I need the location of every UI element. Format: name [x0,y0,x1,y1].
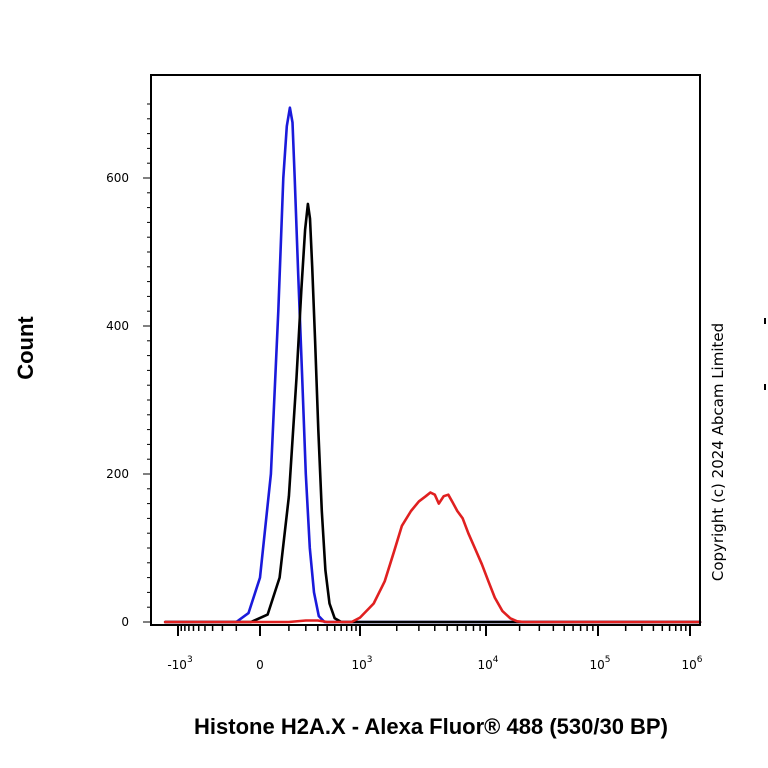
y-tick-label: 400 [106,319,129,333]
edge-mark [764,318,766,324]
copyright-notice: Copyright (c) 2024 Abcam Limited [709,323,727,581]
x-axis-title: Histone H2A.X - Alexa Fluor® 488 (530/30… [194,714,668,739]
y-tick-label: 0 [121,615,129,629]
x-tick-label: -103 [167,655,192,672]
x-tick-label: 103 [351,655,372,672]
x-tick-label: 105 [589,655,610,672]
x-tick-label: 104 [477,655,498,672]
series-line-2 [163,202,702,624]
edge-mark [764,384,766,390]
x-tick-label: 0 [256,658,264,672]
series-line-1 [163,106,702,624]
plot-frame [150,74,701,626]
y-tick-label: 600 [106,171,129,185]
y-axis-title: Count [13,316,38,380]
x-tick-label: 106 [681,655,702,672]
x-axis: -103 0 103 104 105 106 [167,625,703,672]
y-tick-label: 200 [106,467,129,481]
y-axis: 0 200 400 600 [106,103,151,629]
series-line-3 [163,491,702,624]
series-layer [163,106,702,624]
